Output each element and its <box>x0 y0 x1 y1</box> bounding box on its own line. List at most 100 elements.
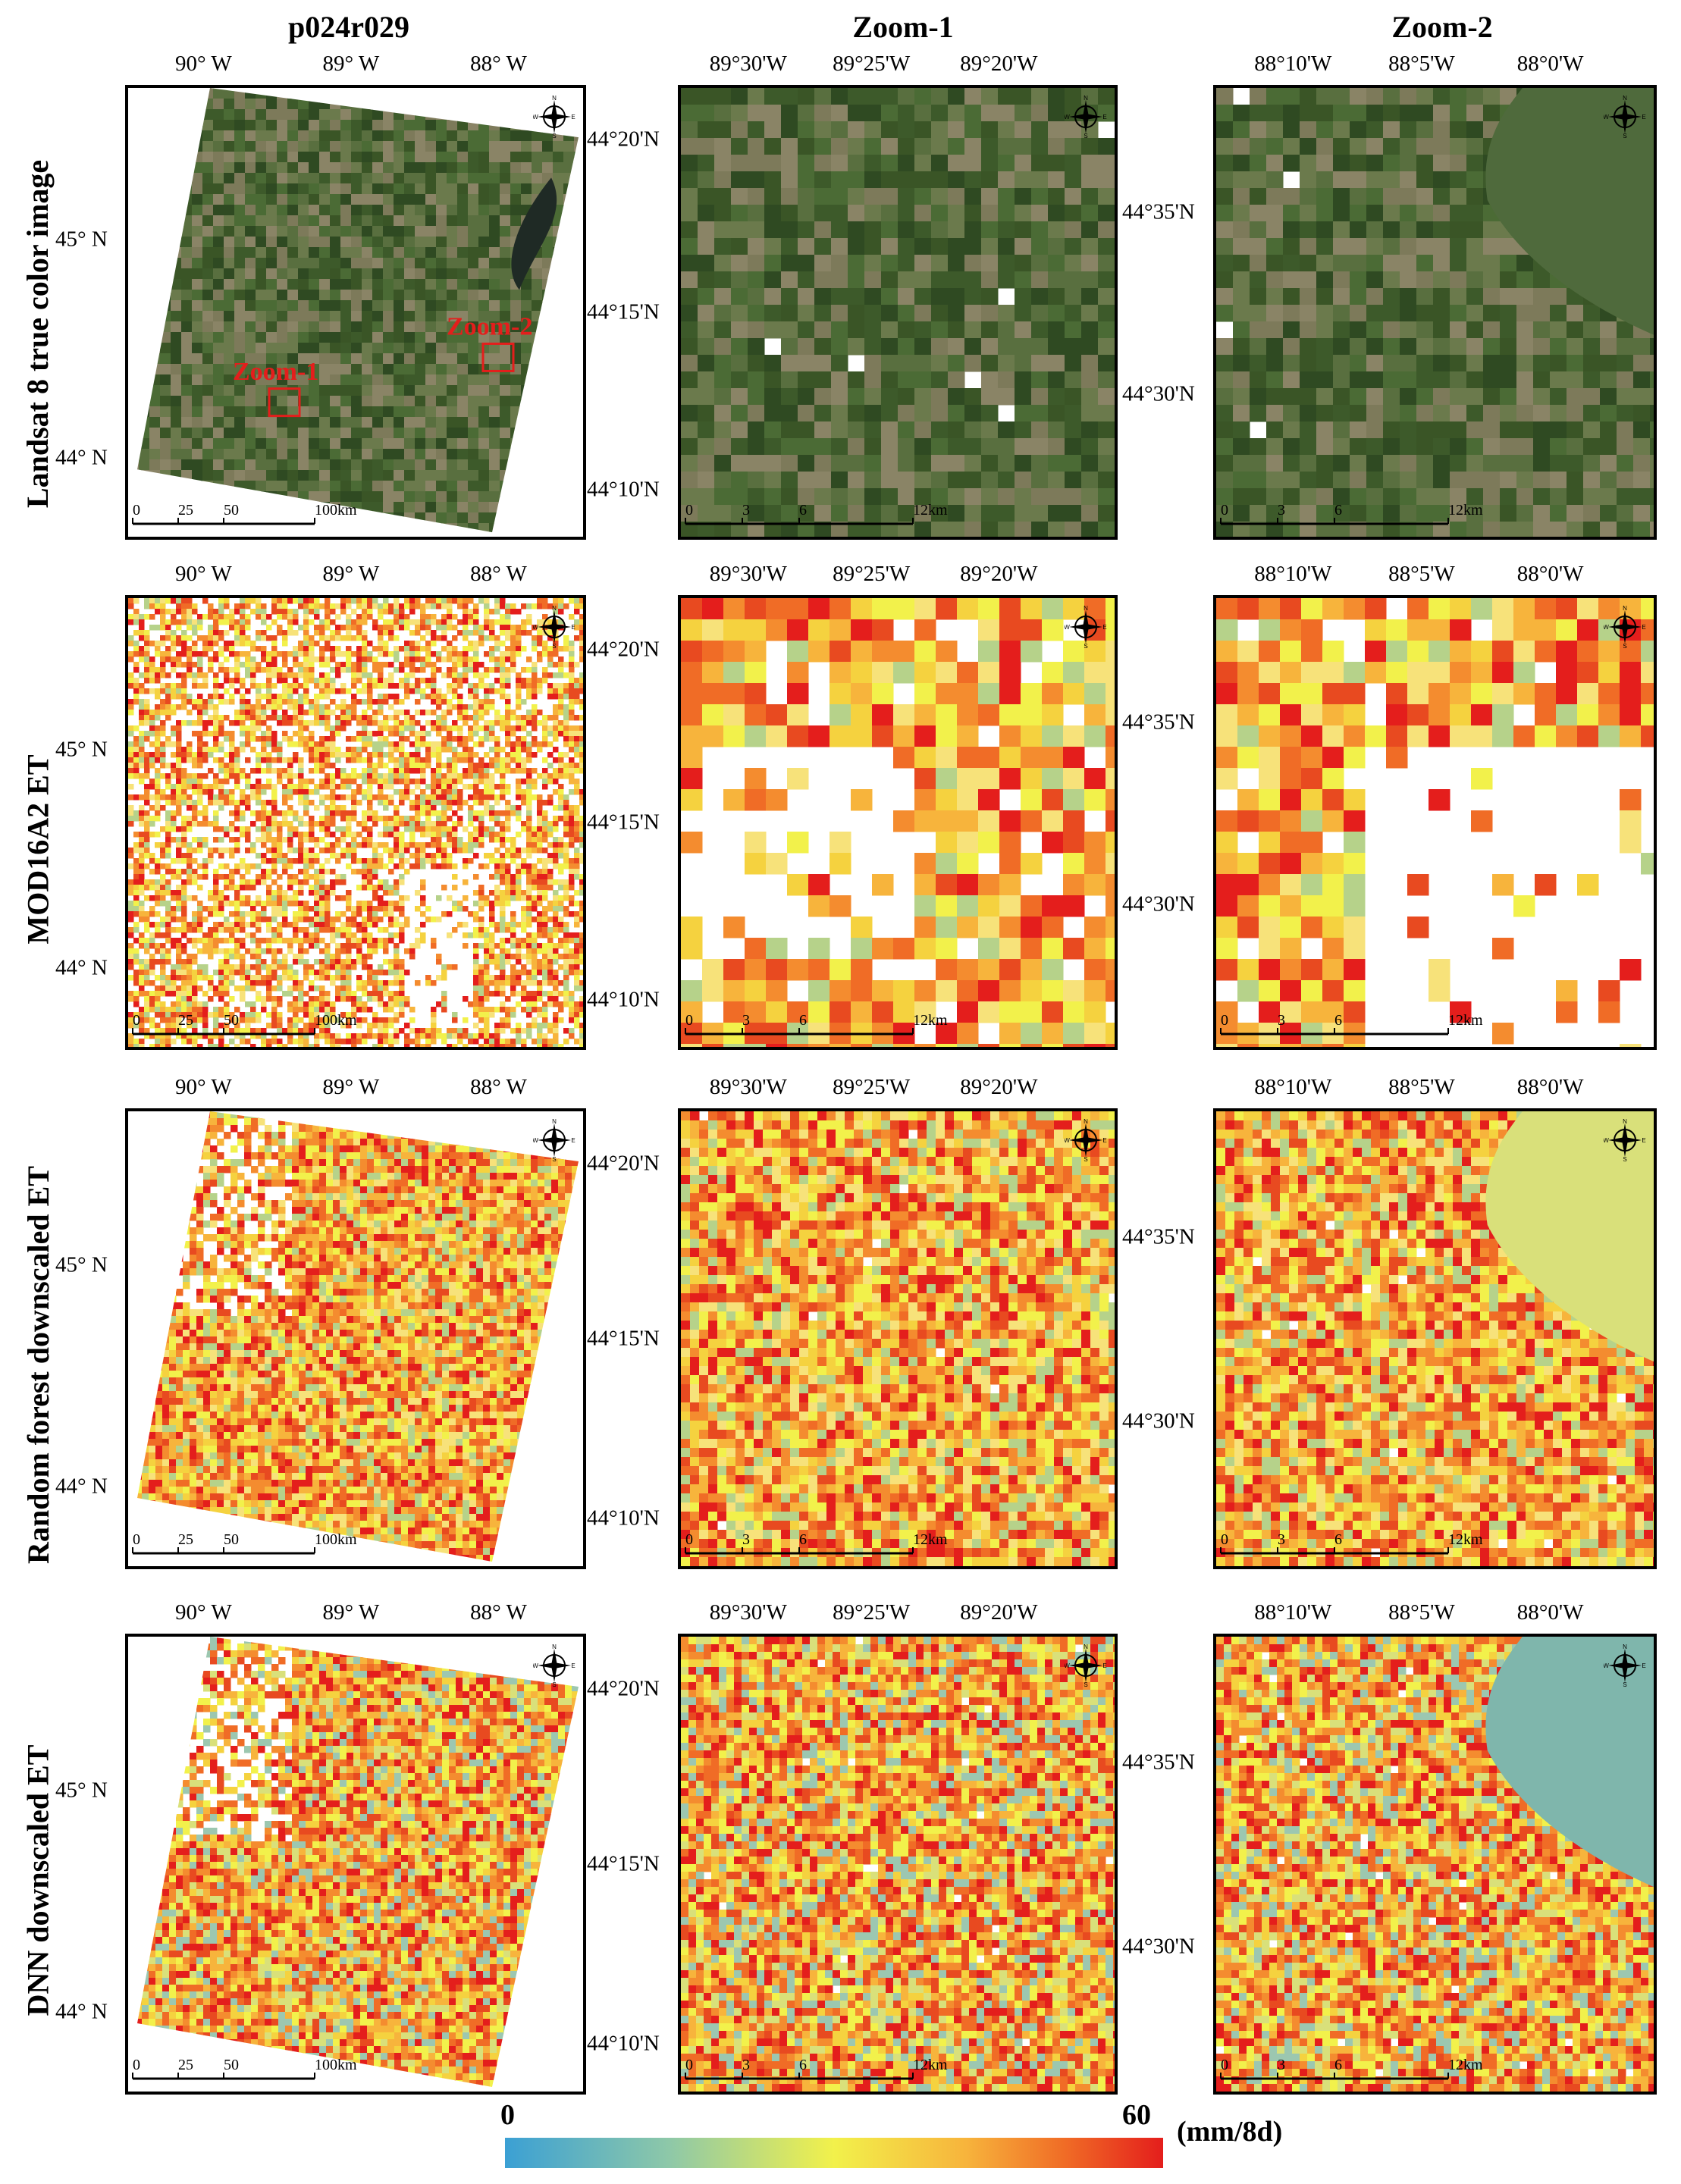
scale-bar-label: 50 <box>224 1012 239 1029</box>
latitude-tick-label: 44° N <box>55 956 108 981</box>
scale-bar-label: 12km <box>913 1012 948 1029</box>
row-title-random-forest: Random forest downscaled ET <box>0 1107 76 1622</box>
svg-text:E: E <box>1642 114 1645 121</box>
scale-bar-label: 0 <box>1221 2057 1228 2073</box>
map-image <box>681 88 1115 537</box>
longitude-tick-label: 89°25'W <box>833 562 910 587</box>
scale-bar-label: 3 <box>1278 2057 1285 2073</box>
map-panel-mod16a2-zoom2: N S E W 0 3 6 12km <box>1213 595 1657 1050</box>
scale-bar: 0 25 50 100km <box>131 1531 359 1562</box>
latitude-tick-label: 44°10'N <box>587 2032 660 2057</box>
north-arrow-icon: N S E W <box>1064 1118 1107 1163</box>
longitude-tick-label: 90° W <box>175 1075 232 1100</box>
longitude-tick-label: 88° W <box>470 1600 527 1625</box>
scale-bar-label: 6 <box>1334 2057 1342 2073</box>
colorbar-min-label: 0 <box>500 2098 515 2132</box>
north-arrow-icon: N S E W <box>1603 605 1646 650</box>
north-arrow-icon: N S E W <box>532 1118 575 1163</box>
longitude-tick-label: 89°25'W <box>833 52 910 77</box>
latitude-tick-label: 45° N <box>55 738 108 763</box>
longitude-tick-label: 88° W <box>470 1075 527 1100</box>
latitude-tick-label: 44°20'N <box>587 127 660 152</box>
scale-bar-label: 50 <box>224 1531 239 1548</box>
north-arrow-icon: N S E W <box>1064 1643 1107 1688</box>
map-image <box>681 598 1115 1047</box>
scale-bar: 0 3 6 12km <box>1219 501 1492 532</box>
latitude-tick-label: 44°35'N <box>1122 710 1195 735</box>
scale-bar-label: 0 <box>1221 502 1228 519</box>
longitude-tick-label: 89°20'W <box>960 562 1037 587</box>
scale-bar-label: 6 <box>799 502 807 519</box>
scale-bar-label: 0 <box>133 502 140 519</box>
scale-bar: 0 3 6 12km <box>684 1531 957 1562</box>
scale-bar-label: 6 <box>799 1012 807 1029</box>
longitude-tick-label: 89°20'W <box>960 1600 1037 1625</box>
scale-bar: 0 25 50 100km <box>131 501 359 532</box>
north-arrow-icon: N S E W <box>532 1643 575 1688</box>
scale-bar-label: 0 <box>1221 1531 1228 1548</box>
scale-bar-label: 25 <box>178 2057 193 2073</box>
map-panel-random-forest-overview: N S E W 0 25 50 100km <box>125 1108 586 1569</box>
latitude-tick-label: 45° N <box>55 1778 108 1803</box>
column-title-zoom-2: Zoom-2 <box>1215 9 1670 45</box>
latitude-tick-label: 44° N <box>55 1999 108 2024</box>
scale-bar-label: 0 <box>133 2057 140 2073</box>
longitude-tick-label: 88°5'W <box>1388 562 1455 587</box>
longitude-tick-label: 88°10'W <box>1254 1600 1331 1625</box>
latitude-tick-label: 44°10'N <box>587 988 660 1013</box>
latitude-tick-label: 44°30'N <box>1122 1935 1195 1960</box>
zoom-1-box <box>268 387 301 418</box>
latitude-tick-label: 44°35'N <box>1122 1225 1195 1250</box>
longitude-tick-label: 88°10'W <box>1254 52 1331 77</box>
scale-bar-label: 0 <box>685 2057 693 2073</box>
scale-bar-label: 12km <box>1448 1531 1483 1548</box>
svg-text:S: S <box>1084 133 1087 138</box>
longitude-tick-label: 88°10'W <box>1254 562 1331 587</box>
latitude-tick-label: 45° N <box>55 1252 108 1277</box>
longitude-tick-label: 90° W <box>175 1600 232 1625</box>
scale-bar-label: 12km <box>913 1531 948 1548</box>
longitude-tick-label: 88°10'W <box>1254 1075 1331 1100</box>
scale-bar-label: 25 <box>178 1531 193 1548</box>
scale-bar-label: 50 <box>224 502 239 519</box>
svg-text:N: N <box>1084 96 1088 102</box>
scale-bar-label: 3 <box>1278 1012 1285 1029</box>
row-title-dnn: DNN downscaled ET <box>0 1622 76 2138</box>
longitude-tick-label: 89°25'W <box>833 1075 910 1100</box>
scale-bar-label: 100km <box>315 1012 357 1029</box>
map-image <box>128 598 583 1047</box>
north-arrow-icon: N S E W <box>1064 95 1107 139</box>
scale-bar-label: 3 <box>742 1531 750 1548</box>
scale-bar-label: 25 <box>178 1012 193 1029</box>
svg-text:N: N <box>552 96 557 102</box>
latitude-tick-label: 44°10'N <box>587 1506 660 1531</box>
map-panel-dnn-zoom1: N S E W 0 3 6 12km <box>678 1634 1118 2095</box>
map-panel-dnn-zoom2: N S E W 0 3 6 12km <box>1213 1634 1657 2095</box>
scale-bar-label: 12km <box>913 2057 948 2073</box>
latitude-tick-label: 44°20'N <box>587 1676 660 1701</box>
scale-bar-label: 0 <box>1221 1012 1228 1029</box>
latitude-tick-label: 44°35'N <box>1122 200 1195 225</box>
longitude-tick-label: 88°0'W <box>1517 562 1584 587</box>
svg-text:W: W <box>1065 114 1070 121</box>
scale-bar: 0 3 6 12km <box>684 2056 957 2087</box>
latitude-tick-label: 44°15'N <box>587 1327 660 1352</box>
map-panel-dnn-overview: N S E W 0 25 50 100km <box>125 1634 586 2095</box>
column-title-zoom-1: Zoom-1 <box>676 9 1131 45</box>
scale-bar-label: 100km <box>315 2057 357 2073</box>
scale-bar-label: 6 <box>799 1531 807 1548</box>
colorbar <box>505 2138 1163 2168</box>
scale-bar: 0 3 6 12km <box>1219 1011 1492 1042</box>
row-title-landsat: Landsat 8 true color image <box>0 76 76 591</box>
map-image <box>681 1637 1115 2092</box>
scale-bar: 0 25 50 100km <box>131 1011 359 1042</box>
scale-bar-label: 50 <box>224 2057 239 2073</box>
scale-bar: 0 3 6 12km <box>684 501 957 532</box>
scale-bar: 0 3 6 12km <box>684 1011 957 1042</box>
colorbar-max-label: 60 <box>1122 2098 1151 2132</box>
scale-bar-label: 3 <box>742 502 750 519</box>
scale-bar-label: 6 <box>1334 1012 1342 1029</box>
map-image: Zoom-1 Zoom-2 <box>137 88 579 533</box>
map-image <box>137 1111 579 1562</box>
latitude-tick-label: 44° N <box>55 1474 108 1499</box>
